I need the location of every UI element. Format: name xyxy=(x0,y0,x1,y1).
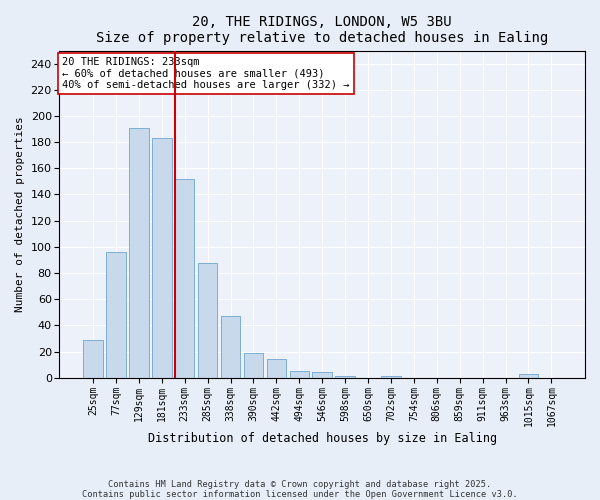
Bar xyxy=(198,262,217,378)
Bar xyxy=(221,316,241,378)
Text: Contains HM Land Registry data © Crown copyright and database right 2025.
Contai: Contains HM Land Registry data © Crown c… xyxy=(82,480,518,499)
Bar xyxy=(313,372,332,378)
Y-axis label: Number of detached properties: Number of detached properties xyxy=(15,116,25,312)
Bar xyxy=(266,360,286,378)
Bar xyxy=(519,374,538,378)
Text: 20 THE RIDINGS: 233sqm
← 60% of detached houses are smaller (493)
40% of semi-de: 20 THE RIDINGS: 233sqm ← 60% of detached… xyxy=(62,57,350,90)
Bar xyxy=(290,371,309,378)
Bar xyxy=(335,376,355,378)
Bar xyxy=(83,340,103,378)
Bar xyxy=(129,128,149,378)
Title: 20, THE RIDINGS, LONDON, W5 3BU
Size of property relative to detached houses in : 20, THE RIDINGS, LONDON, W5 3BU Size of … xyxy=(96,15,548,45)
Bar xyxy=(106,252,126,378)
Bar xyxy=(244,353,263,378)
Bar xyxy=(175,179,194,378)
Bar xyxy=(381,376,401,378)
X-axis label: Distribution of detached houses by size in Ealing: Distribution of detached houses by size … xyxy=(148,432,497,445)
Bar xyxy=(152,138,172,378)
